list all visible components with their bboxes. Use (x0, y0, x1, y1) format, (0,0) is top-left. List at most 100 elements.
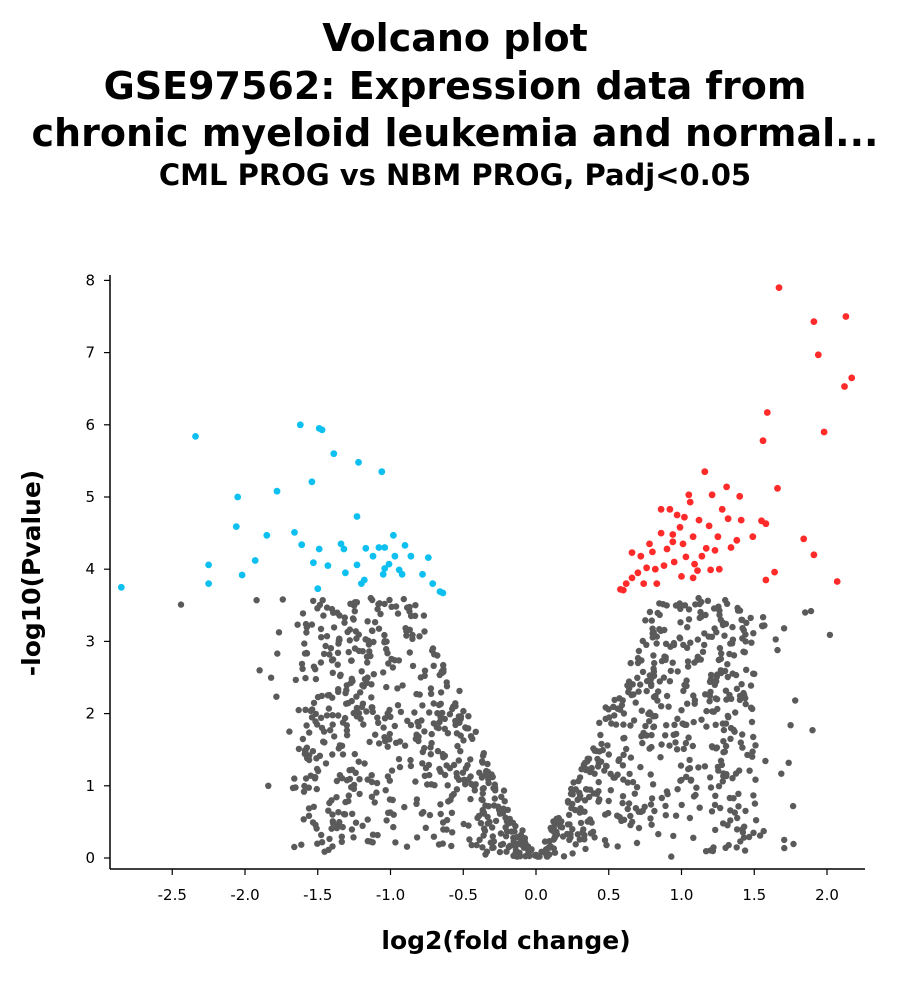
ns-point (635, 647, 643, 655)
ns-point (577, 819, 585, 827)
ns-point (380, 669, 387, 676)
up-regulated-point (660, 562, 668, 569)
up-regulated-point (643, 564, 650, 572)
ns-point (460, 820, 467, 828)
down-regulated-point (424, 554, 432, 561)
ns-point (555, 814, 562, 822)
ns-point (648, 743, 655, 751)
ns-point (385, 660, 392, 667)
ns-point (647, 771, 654, 778)
ns-point (358, 668, 365, 675)
up-regulated-point (694, 567, 701, 574)
y-tick-label: 3 (85, 632, 95, 650)
ns-point (719, 778, 726, 785)
ns-point (713, 673, 720, 681)
ns-point (291, 843, 298, 851)
ns-point (329, 820, 337, 827)
ns-point (684, 658, 692, 665)
ns-point (503, 848, 510, 855)
ns-point (619, 799, 626, 807)
ns-point (303, 629, 310, 636)
ns-point (658, 794, 665, 802)
up-regulated-point (737, 516, 745, 524)
ns-point (743, 666, 750, 673)
ns-point (310, 699, 318, 707)
ns-point (748, 639, 755, 646)
ns-point (560, 853, 568, 860)
up-regulated-point (711, 547, 719, 554)
ns-point (594, 763, 602, 770)
down-regulated-point (232, 523, 240, 530)
ns-point (735, 803, 742, 810)
up-regulated-point (673, 511, 681, 519)
ns-point (729, 623, 736, 631)
ns-point (677, 762, 685, 769)
ns-point (635, 824, 643, 832)
ns-point (364, 674, 371, 681)
ns-point (750, 792, 757, 799)
ns-point (658, 741, 665, 748)
ns-point (572, 841, 579, 848)
ns-point (318, 692, 326, 700)
down-regulated-point (238, 571, 246, 579)
ns-point (358, 703, 366, 711)
ns-point (351, 599, 359, 606)
ns-point (323, 633, 331, 640)
ns-point (352, 769, 359, 776)
ns-point (383, 645, 390, 653)
ns-point (462, 781, 469, 788)
ns-point (329, 843, 336, 850)
ns-point (421, 728, 428, 735)
ns-point (326, 651, 333, 658)
ns-point (415, 737, 422, 745)
ns-point (774, 646, 781, 654)
down-regulated-point (379, 570, 387, 578)
ns-point (739, 616, 746, 624)
ns-point (469, 735, 476, 742)
ns-point (478, 758, 486, 765)
up-regulated-point (707, 566, 714, 574)
ns-point (515, 840, 522, 848)
ns-point (298, 660, 306, 668)
up-regulated-point (689, 533, 697, 541)
ns-point (670, 832, 677, 840)
ns-point (407, 762, 415, 770)
ns-point (352, 819, 360, 826)
ns-point (677, 619, 684, 626)
ns-point (391, 722, 398, 730)
down-regulated-point (251, 557, 259, 564)
ns-point (581, 832, 588, 839)
up-regulated-point (646, 540, 653, 548)
up-regulated-point (622, 580, 630, 587)
y-tick-label: 2 (85, 705, 95, 723)
ns-point (295, 745, 303, 753)
ns-point (348, 784, 355, 791)
ns-point (441, 771, 449, 779)
up-regulated-point (657, 505, 665, 513)
ns-point (472, 728, 479, 735)
ns-point (456, 687, 463, 695)
ns-point (516, 853, 524, 860)
down-regulated-point (398, 570, 406, 578)
down-regulated-point (390, 531, 397, 539)
down-regulated-point (378, 468, 386, 476)
ns-point (666, 742, 673, 749)
ns-point (407, 721, 415, 729)
ns-point (541, 838, 549, 845)
ns-point (391, 657, 398, 664)
ns-point (637, 681, 644, 688)
ns-point (719, 820, 727, 827)
ns-point (380, 724, 387, 731)
ns-point (762, 757, 769, 765)
ns-point (333, 777, 341, 785)
ns-point (301, 782, 308, 790)
ns-point (430, 720, 437, 727)
down-regulated-point (263, 531, 271, 539)
ns-point (375, 600, 382, 608)
ns-point (373, 789, 380, 796)
ns-point (749, 753, 756, 760)
ns-point (569, 850, 576, 857)
ns-point (327, 645, 335, 652)
ns-point (413, 834, 421, 841)
ns-point (392, 839, 399, 846)
